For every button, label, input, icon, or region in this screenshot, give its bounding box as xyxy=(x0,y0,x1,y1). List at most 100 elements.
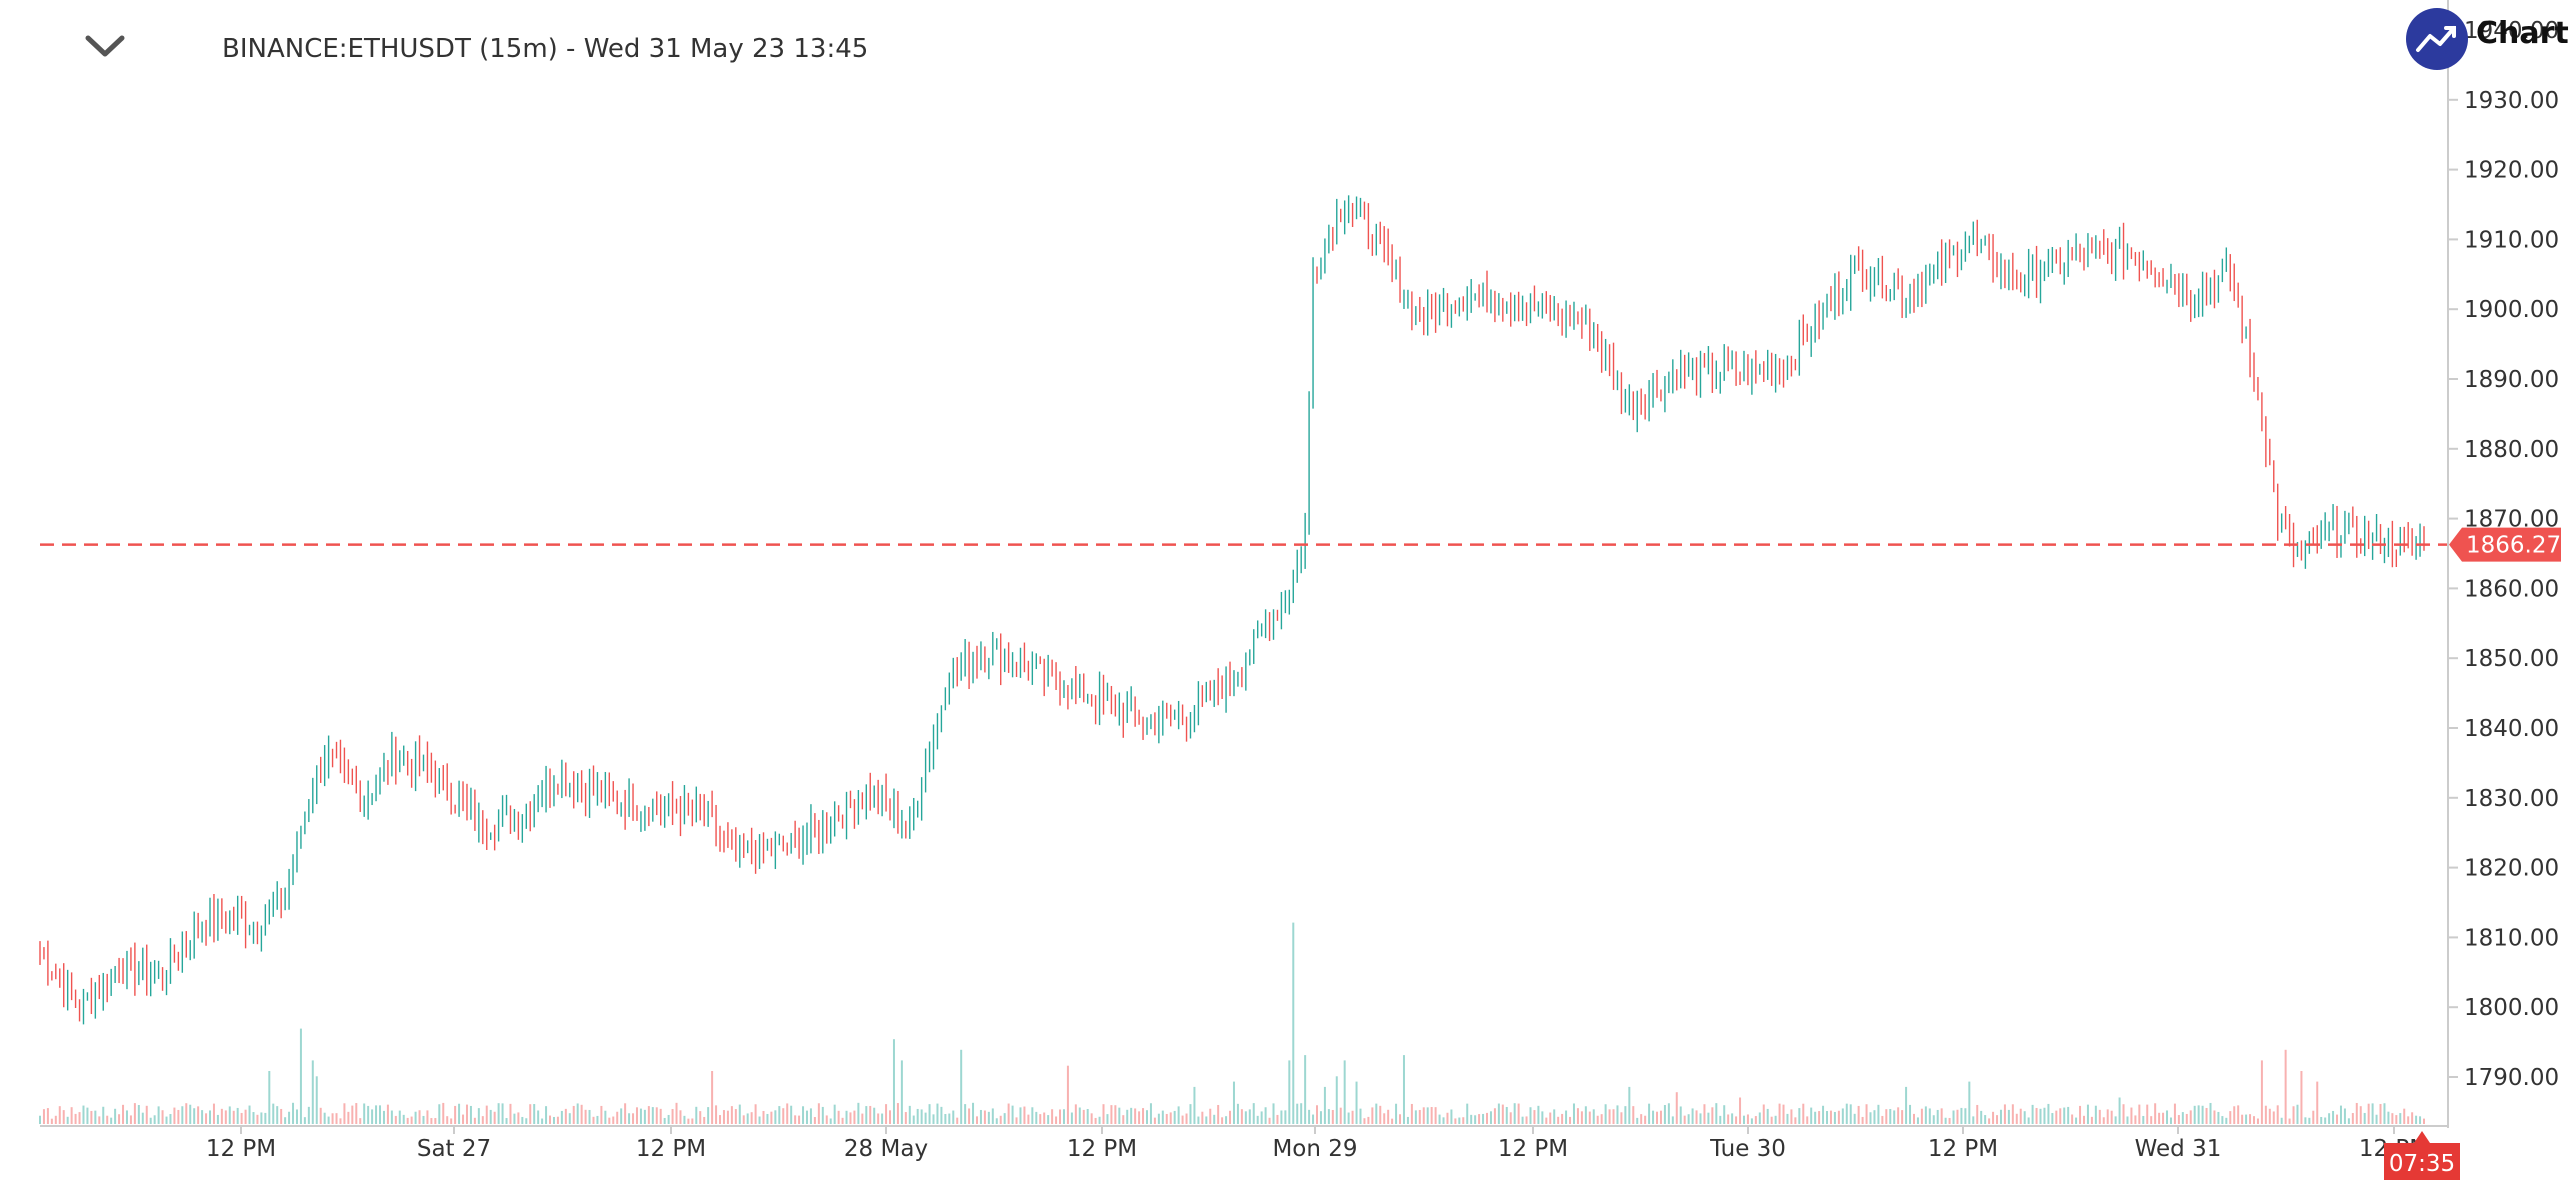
volume-bar xyxy=(2185,1113,2188,1124)
volume-bar xyxy=(1596,1115,1599,1124)
volume-bar xyxy=(1458,1117,1461,1124)
volume-bar xyxy=(1723,1105,1726,1124)
volume-bar xyxy=(1822,1105,1825,1124)
volume-bar xyxy=(1584,1106,1587,1124)
volume-bar xyxy=(1691,1108,1694,1124)
volume-bar xyxy=(2296,1104,2299,1124)
volume-bar xyxy=(1402,1055,1405,1124)
volume-bar xyxy=(2213,1110,2216,1124)
tradingview-logo[interactable] xyxy=(2406,8,2468,70)
volume-bar xyxy=(1300,1103,1303,1124)
volume-bar xyxy=(1719,1115,1722,1124)
volume-bar xyxy=(2142,1115,2145,1124)
volume-bar xyxy=(1379,1105,1382,1124)
volume-bar xyxy=(1905,1086,1908,1124)
volume-bar xyxy=(529,1104,532,1124)
volume-bar xyxy=(2031,1104,2034,1124)
volume-bar xyxy=(272,1103,275,1124)
volume-bar xyxy=(2035,1107,2038,1124)
volume-bar xyxy=(900,1060,903,1124)
time-tick-label: Sat 27 xyxy=(417,1136,491,1162)
volume-bar xyxy=(2308,1117,2311,1124)
volume-bar xyxy=(66,1116,69,1124)
volume-bar xyxy=(1066,1065,1069,1124)
volume-bar xyxy=(936,1103,939,1124)
volume-bar xyxy=(367,1105,370,1124)
volume-bar xyxy=(1395,1103,1398,1124)
volume-bar xyxy=(224,1110,227,1124)
volume-bar xyxy=(327,1116,330,1124)
volume-bar xyxy=(1916,1117,1919,1124)
volume-bar xyxy=(1470,1114,1473,1124)
price-tick-label: 1940.00 xyxy=(2464,18,2559,44)
volume-bar xyxy=(912,1115,915,1124)
volume-bar xyxy=(1422,1107,1425,1124)
volume-bar xyxy=(853,1110,856,1124)
volume-bar xyxy=(295,1109,298,1124)
volume-bar xyxy=(2233,1106,2236,1124)
volume-bar xyxy=(845,1110,848,1124)
volume-bar xyxy=(1327,1109,1330,1124)
volume-bar xyxy=(1750,1118,1753,1124)
volume-bar xyxy=(639,1108,642,1124)
volume-bar xyxy=(2229,1111,2232,1124)
volume-bar xyxy=(758,1116,761,1124)
volume-bar xyxy=(2189,1110,2192,1124)
volume-bar xyxy=(1027,1114,1030,1124)
volume-bar xyxy=(434,1118,437,1124)
volume-bar xyxy=(2217,1111,2220,1124)
volume-bar xyxy=(402,1114,405,1124)
volume-bar xyxy=(782,1108,785,1124)
volume-bar xyxy=(588,1109,591,1124)
volume-bar xyxy=(1829,1110,1832,1124)
volume-bar xyxy=(1624,1106,1627,1124)
volume-bar xyxy=(78,1112,81,1124)
volume-bar xyxy=(849,1112,852,1124)
volume-bar xyxy=(580,1104,583,1124)
volume-bar xyxy=(248,1105,251,1124)
volume-bar xyxy=(1462,1117,1465,1124)
volume-bar xyxy=(2336,1114,2339,1124)
collapse-chevron-icon[interactable] xyxy=(80,28,130,68)
volume-bar xyxy=(1739,1097,1742,1124)
current-price-badge: 1866.27 xyxy=(2449,527,2561,562)
volume-bar xyxy=(730,1106,733,1124)
volume-bar xyxy=(651,1107,654,1124)
volume-bar xyxy=(1881,1115,1884,1124)
volume-bar xyxy=(549,1115,552,1124)
volume-bar xyxy=(952,1110,955,1124)
volume-bar xyxy=(1391,1118,1394,1124)
time-tick-label: 12 PM xyxy=(1928,1136,1998,1162)
volume-bar xyxy=(2395,1115,2398,1124)
volume-bar xyxy=(288,1111,291,1124)
volume-bar xyxy=(1746,1114,1749,1124)
volume-bar xyxy=(477,1108,480,1124)
current-price-label: 1866.27 xyxy=(2466,533,2561,559)
volume-bar xyxy=(2150,1116,2153,1124)
volume-bar xyxy=(82,1105,85,1124)
volume-bar xyxy=(861,1113,864,1124)
volume-bar xyxy=(177,1109,180,1124)
volume-bar xyxy=(1553,1109,1556,1124)
volume-bar xyxy=(1217,1104,1220,1124)
volume-bar xyxy=(841,1117,844,1124)
volume-bar xyxy=(683,1115,686,1124)
volume-bar xyxy=(2312,1110,2315,1124)
price-tick-label: 1840.00 xyxy=(2464,716,2559,742)
volume-bar xyxy=(1280,1110,1283,1124)
volume-bar xyxy=(1446,1112,1449,1124)
time-tick-label: Mon 29 xyxy=(1272,1136,1357,1162)
volume-bar xyxy=(209,1110,212,1124)
volume-bar xyxy=(1628,1086,1631,1124)
volume-bar xyxy=(315,1076,318,1124)
volume-bar xyxy=(386,1104,389,1124)
volume-bar xyxy=(1960,1107,1963,1124)
volume-bar xyxy=(881,1113,884,1124)
volume-bar xyxy=(1454,1118,1457,1124)
volume-bar xyxy=(1043,1112,1046,1124)
price-tick-label: 1800.00 xyxy=(2464,995,2559,1021)
volume-bar xyxy=(1667,1103,1670,1124)
volume-bar xyxy=(94,1110,97,1124)
volume-bar xyxy=(1272,1103,1275,1124)
